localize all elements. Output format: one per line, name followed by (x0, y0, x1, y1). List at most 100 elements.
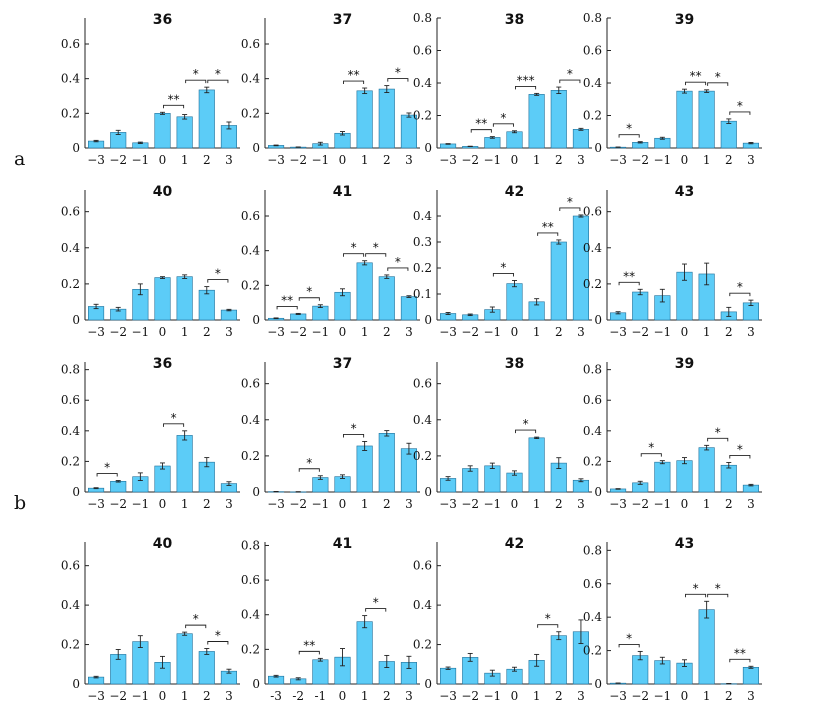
x-tick-label: −3 (439, 689, 457, 703)
panel-title: 40 (153, 184, 173, 200)
significance-bracket (298, 297, 320, 301)
significance-label: * (626, 631, 632, 645)
y-tick-label: 0.6 (413, 44, 432, 58)
x-tick-label: 1 (533, 153, 541, 167)
y-tick-label: 0.4 (583, 76, 602, 90)
panel-title: 43 (675, 184, 694, 200)
x-tick-label: −2 (289, 325, 307, 339)
x-tick-label: -2 (292, 689, 304, 703)
significance-label: * (715, 70, 721, 84)
significance-label: ** (690, 69, 702, 83)
significance-bracket (298, 650, 320, 655)
bar (572, 129, 589, 149)
bar (154, 113, 171, 149)
bar (356, 262, 373, 321)
significance-label: ** (281, 293, 293, 307)
significance-bracket (207, 279, 229, 283)
bar (312, 659, 329, 685)
significance-bracket (537, 624, 559, 628)
x-tick-label: 2 (725, 497, 733, 511)
x-tick-label: −3 (609, 325, 627, 339)
significance-label: * (737, 442, 743, 456)
x-tick-label: 0 (339, 689, 347, 703)
significance-label: * (215, 67, 221, 81)
significance-label: ** (168, 92, 180, 106)
y-tick-label: 0.4 (413, 598, 432, 612)
x-tick-label: 2 (725, 689, 733, 703)
significance-bracket (343, 433, 365, 438)
significance-bracket (618, 134, 640, 138)
x-tick-label: 3 (225, 325, 233, 339)
x-tick-label: 2 (555, 689, 563, 703)
y-tick-label: 0.6 (413, 377, 432, 391)
y-tick-label: 0 (424, 141, 432, 155)
y-tick-label: 0.6 (583, 205, 602, 219)
x-tick-label: −2 (461, 689, 479, 703)
x-tick-label: −2 (289, 497, 307, 511)
bar (698, 609, 715, 685)
y-tick-label: 0.2 (413, 449, 432, 463)
y-tick-label: 0 (594, 313, 602, 327)
x-tick-label: 2 (725, 325, 733, 339)
y-tick-label: 0 (594, 677, 602, 691)
x-tick-label: 3 (225, 497, 233, 511)
x-tick-label: 0 (511, 497, 519, 511)
x-tick-label: 0 (159, 153, 167, 167)
x-tick-label: −3 (267, 325, 285, 339)
y-tick-label: 0.2 (61, 106, 80, 120)
significance-bracket (729, 658, 751, 663)
bar (176, 116, 193, 149)
y-tick-label: 0.2 (583, 454, 602, 468)
y-tick-label: 0.2 (241, 642, 260, 656)
x-tick-label: 0 (681, 689, 689, 703)
y-tick-label: 0.6 (241, 37, 260, 51)
significance-bracket (492, 123, 514, 127)
x-tick-label: 0 (511, 325, 519, 339)
y-tick-label: 0.6 (241, 209, 260, 223)
y-tick-label: 0.4 (583, 424, 602, 438)
significance-label: * (306, 285, 312, 299)
significance-label: * (523, 417, 529, 431)
x-tick-label: −3 (439, 325, 457, 339)
significance-bracket (685, 81, 707, 86)
y-tick-label: 0 (252, 313, 260, 327)
significance-bracket (298, 468, 320, 472)
x-tick-label: 1 (181, 153, 189, 167)
x-tick-label: 1 (703, 325, 711, 339)
x-tick-label: −3 (87, 689, 105, 703)
bar (720, 120, 737, 149)
y-tick-label: 0.2 (61, 454, 80, 468)
bar (334, 132, 351, 149)
x-tick-label: 0 (511, 153, 519, 167)
x-tick-label: 1 (361, 497, 369, 511)
x-tick-label: 0 (681, 153, 689, 167)
significance-label: * (373, 241, 379, 255)
bar (176, 435, 193, 493)
y-tick-label: 0.4 (413, 209, 432, 223)
significance-label: * (737, 280, 743, 294)
panel-title: 40 (153, 536, 173, 552)
x-tick-label: −2 (461, 497, 479, 511)
x-tick-label: −1 (484, 689, 502, 703)
x-tick-label: −2 (109, 689, 127, 703)
significance-bracket (707, 82, 729, 86)
bar (176, 276, 193, 321)
x-tick-label: −3 (439, 497, 457, 511)
x-tick-label: 0 (681, 497, 689, 511)
significance-label: * (306, 456, 312, 470)
x-tick-label: −2 (631, 497, 649, 511)
significance-bracket (163, 423, 185, 427)
significance-label: * (545, 612, 551, 626)
y-tick-label: 0.2 (583, 109, 602, 123)
x-tick-label: 3 (577, 153, 585, 167)
x-tick-label: 3 (225, 153, 233, 167)
x-tick-label: −3 (609, 689, 627, 703)
y-tick-label: 0.8 (583, 543, 602, 557)
bar (198, 651, 215, 685)
significance-bracket (96, 473, 118, 477)
bar (506, 283, 523, 321)
x-tick-label: 3 (225, 689, 233, 703)
x-tick-label: −3 (439, 153, 457, 167)
panel-title: 37 (333, 356, 352, 372)
